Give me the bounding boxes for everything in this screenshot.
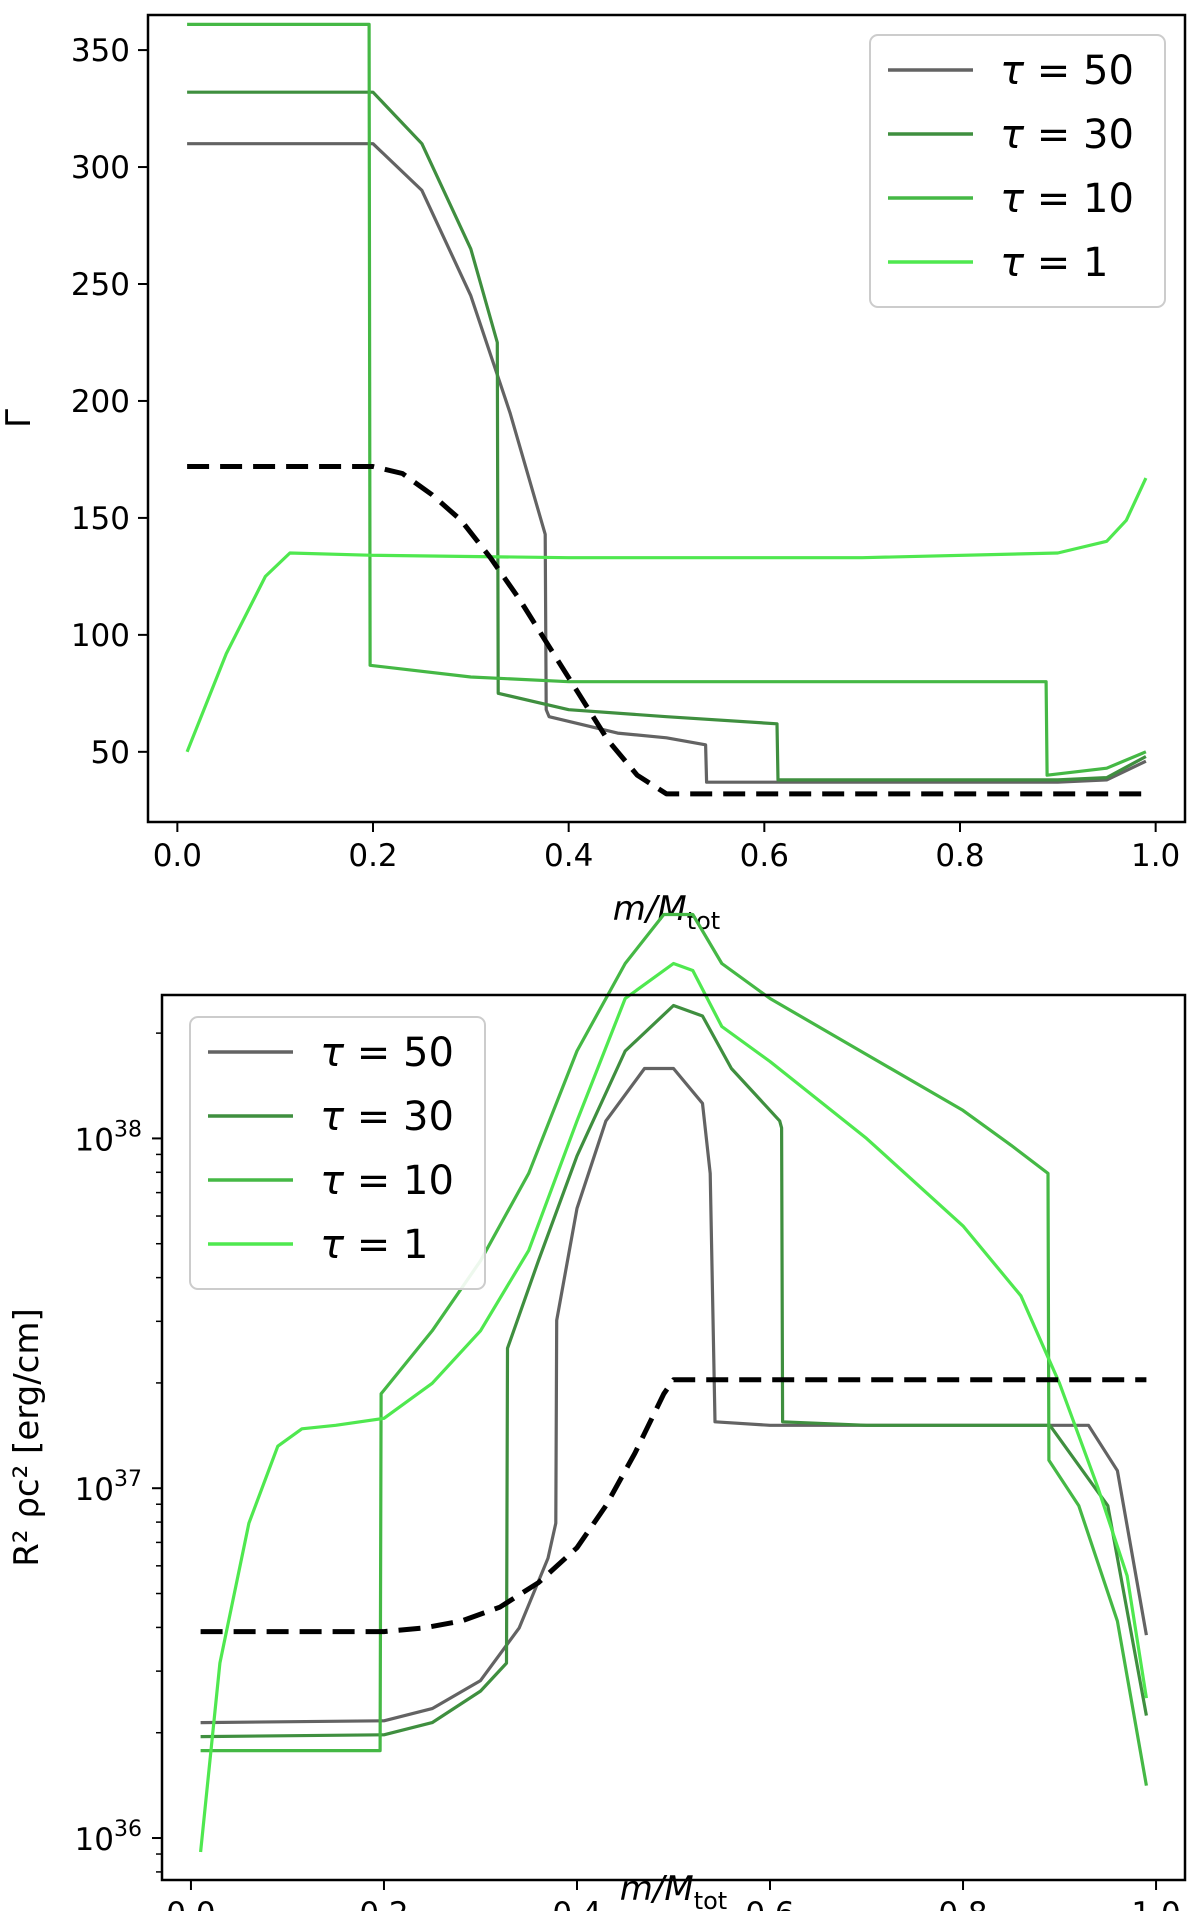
y-tick-label: 1036	[75, 1817, 142, 1858]
series-line-tau-1	[185, 477, 1148, 753]
series-line-tau-50	[187, 142, 1147, 784]
x-tick-label: 0.4	[552, 1896, 601, 1911]
x-tick-label: 0.0	[153, 838, 202, 874]
series-line-tau-10	[187, 22, 1147, 777]
legend: τ = 50 τ = 30 τ = 10 τ = 1	[869, 34, 1166, 308]
x-tick-label: 0.2	[348, 838, 397, 874]
y-tick-exponent: 37	[114, 1467, 142, 1492]
y-tick-label: 250	[71, 267, 130, 303]
y-tick-label: 1038	[75, 1117, 142, 1158]
legend-label: τ = 10	[320, 1158, 454, 1204]
x-axis-label: m/Mtot	[613, 889, 720, 935]
y-axis-label: Γ	[0, 409, 39, 428]
axes-frame	[146, 13, 1187, 824]
x-tick-label: 0.4	[544, 838, 593, 874]
y-tick-label: 100	[71, 618, 130, 654]
y-tick-exponent: 36	[114, 1817, 142, 1842]
legend-label: τ = 50	[1000, 48, 1134, 94]
x-tick-label: 0.2	[359, 1896, 408, 1911]
y-axis-label: R² ρc² [erg/cm]	[7, 1308, 47, 1566]
y-tick-base: 10	[75, 1472, 114, 1508]
x-tick-label: 0.6	[745, 1896, 794, 1911]
legend-label: τ = 10	[1000, 176, 1134, 222]
y-tick-label: 1037	[75, 1467, 142, 1508]
y-tick-exponent: 38	[114, 1117, 142, 1142]
x-tick-label: 0.0	[166, 1896, 215, 1911]
x-axis-label-main: m/M	[620, 1869, 694, 1909]
x-tick-label: 1.0	[1131, 1896, 1180, 1911]
y-tick-base: 10	[75, 1822, 114, 1858]
y-tick-label: 200	[71, 384, 130, 420]
series-line-dashed	[187, 464, 1146, 797]
axes-frame	[160, 993, 1187, 1882]
legend-label: τ = 50	[320, 1030, 454, 1076]
series-line-tau-30	[187, 90, 1147, 782]
series-line-dashed	[200, 1377, 1147, 1635]
x-tick-label: 0.8	[938, 1896, 987, 1911]
y-tick-label: 150	[71, 501, 130, 537]
x-tick-label: 0.6	[740, 838, 789, 874]
x-axis-label-sub: tot	[694, 1887, 728, 1911]
legend-label: τ = 1	[320, 1222, 429, 1268]
y-tick-label: 350	[71, 33, 130, 69]
y-tick-label: 300	[71, 150, 130, 186]
legend-label: τ = 30	[320, 1094, 454, 1140]
y-tick-base: 10	[75, 1122, 114, 1158]
legend-box	[869, 34, 1166, 308]
x-axis-label: m/Mtot	[620, 1869, 727, 1911]
legend-label: τ = 30	[1000, 112, 1134, 158]
panel-gamma: 0.0 0.2 0.4 0.6 0.8 1.0 50 100 150 200 250 300 350 m/…	[0, 13, 1187, 935]
series-line-tau-10	[200, 912, 1148, 1786]
legend-box	[189, 1016, 486, 1290]
y-tick-label: 50	[91, 735, 130, 771]
series-line-tau-30	[200, 1003, 1148, 1739]
x-axis-label-main: m/M	[613, 889, 687, 929]
x-tick-label: 0.8	[935, 838, 984, 874]
legend: τ = 50 τ = 30 τ = 10 τ = 1	[189, 1016, 486, 1290]
legend-label: τ = 1	[1000, 240, 1109, 286]
series-line-tau-1	[199, 961, 1148, 1853]
x-tick-label: 1.0	[1131, 838, 1180, 874]
